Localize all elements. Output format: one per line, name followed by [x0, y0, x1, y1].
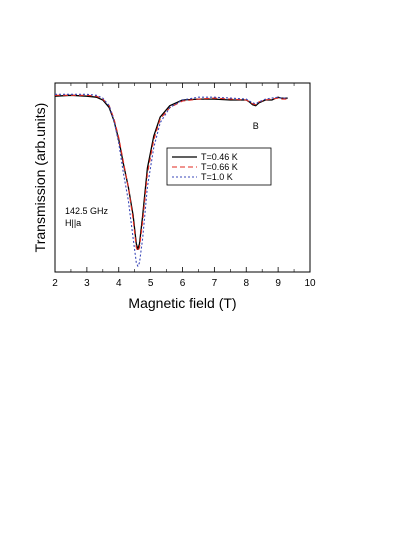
x-axis-title: Magnetic field (T) [128, 295, 236, 311]
legend: T=0.46 KT=0.66 KT=1.0 K [166, 147, 272, 186]
y-axis-title: Transmission (arb.units) [32, 103, 48, 253]
legend-label-2: T=0.66 K [201, 162, 238, 172]
x-tick-label: 9 [275, 278, 281, 289]
series-line-3 [55, 93, 288, 267]
orientation-annotation: H||a [65, 218, 81, 228]
series-group [54, 93, 288, 267]
x-tick-label: 5 [148, 278, 154, 289]
frequency-annotation: 142.5 GHz [65, 206, 109, 216]
peak-b-label: B [253, 121, 259, 131]
legend-label-3: T=1.0 K [201, 172, 233, 182]
x-tick-label: 8 [243, 278, 249, 289]
axis-ticks [54, 83, 311, 272]
x-tick-label: 10 [304, 278, 316, 289]
x-tick-label: 3 [84, 278, 90, 289]
x-tick-label: 6 [180, 278, 186, 289]
legend-label-1: T=0.46 K [201, 152, 238, 162]
x-tick-label: 7 [212, 278, 218, 289]
x-tick-label: 2 [52, 278, 58, 289]
x-tick-label: 4 [116, 278, 122, 289]
x-tick-labels: 2 3 4 5 6 7 8 9 10 [52, 278, 316, 289]
